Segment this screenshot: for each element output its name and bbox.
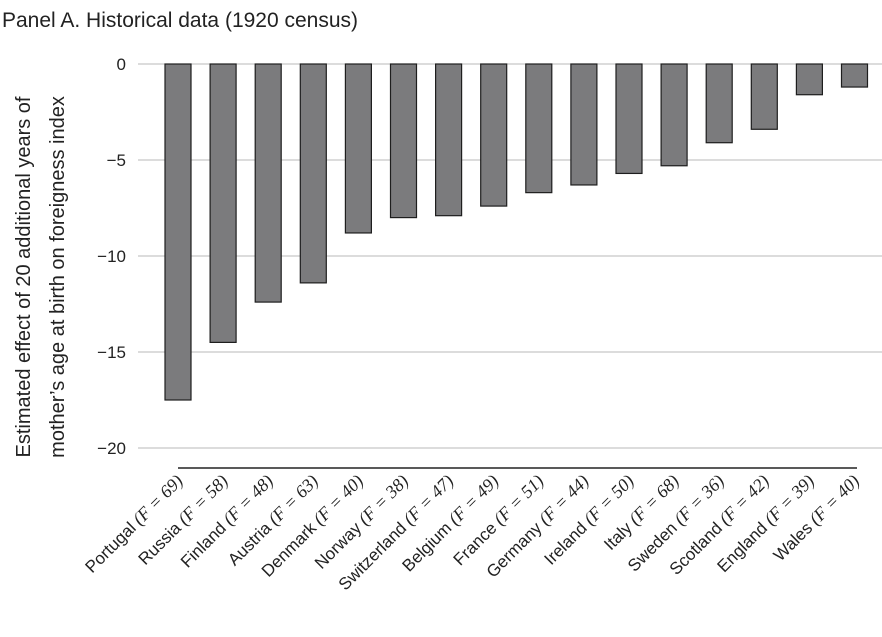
bar-france <box>525 63 553 194</box>
bar-italy <box>660 63 688 167</box>
y-tick-label: −5 <box>107 151 126 170</box>
bar-belgium <box>480 63 508 207</box>
y-tick-label: −20 <box>97 439 126 458</box>
y-tick-label: −10 <box>97 247 126 266</box>
y-axis-label: Estimated effect of 20 additional years … <box>13 96 69 458</box>
y-axis-ticks: 0 −5 −10 −15 −20 <box>97 55 126 458</box>
y-axis-label-line: mother’s age at birth on foreigness inde… <box>47 96 69 458</box>
x-axis-labels: Portugal (F = 69)Russia (F = 58)Finland … <box>81 471 864 594</box>
bar-austria <box>299 63 327 284</box>
bar-scotland <box>750 63 778 130</box>
y-axis-label-line: Estimated effect of 20 additional years … <box>13 96 35 457</box>
bar-portugal <box>164 63 192 401</box>
y-tick-label: −15 <box>97 343 126 362</box>
bar-germany <box>570 63 598 186</box>
x-tick-country: Portugal <box>81 519 139 577</box>
bar-denmark <box>344 63 372 234</box>
chart-title: Panel A. Historical data (1920 census) <box>2 9 358 32</box>
bar-russia <box>209 63 237 343</box>
y-tick-label: 0 <box>117 55 126 74</box>
bar-ireland <box>615 63 643 175</box>
bar-wales <box>840 63 869 88</box>
bar-finland <box>254 63 282 303</box>
bar-england <box>795 63 824 96</box>
bar-sweden <box>705 63 733 144</box>
bar-switzerland <box>435 63 463 217</box>
bars <box>164 63 869 401</box>
bar-norway <box>389 63 418 219</box>
